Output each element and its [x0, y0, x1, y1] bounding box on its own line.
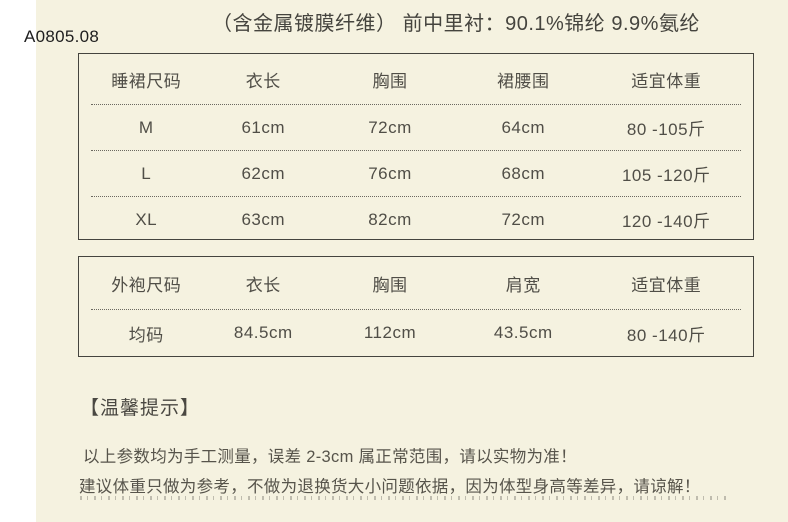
length-value: 63cm [241, 209, 286, 229]
length-value: 62cm [241, 163, 286, 183]
column-header: 衣长 [245, 71, 281, 91]
product-code: A0805.08 [24, 27, 100, 46]
tip-line: 建议体重只做为参考，不做为退换货大小问题依据，因为体型身高等差异，请谅解！ [79, 478, 701, 496]
bust-value: 72cm [368, 117, 412, 137]
column-header: 衣长 [245, 275, 281, 295]
length-value: 61cm [241, 117, 286, 137]
tips-heading: 【温馨提示】 [80, 398, 201, 419]
waist-value: 72cm [501, 209, 546, 229]
size-label: M [138, 117, 154, 137]
sleep-dress-size-table: 睡裙尺码 衣长 胸围 裙腰围 适宜体重 M 61cm 72cm 64cm 80 … [78, 53, 754, 240]
table-row-size-xl: XL 63cm 82cm 72cm 120 -140斤 [91, 197, 741, 242]
left-margin-strip [0, 0, 36, 522]
column-header: 睡裙尺码 [111, 71, 182, 91]
robe-size-table: 外袍尺码 衣长 胸围 肩宽 适宜体重 均码 84.5cm 112cm 43.5c… [78, 256, 754, 357]
waist-value: 64cm [501, 117, 546, 137]
weight-range: 80 -105斤 [626, 120, 706, 139]
column-header: 外袍尺码 [111, 275, 182, 295]
table-row-size-m: M 61cm 72cm 64cm 80 -105斤 [91, 105, 741, 151]
table-row-one-size: 均码 84.5cm 112cm 43.5cm 80 -140斤 [91, 310, 741, 356]
bust-value: 76cm [368, 163, 412, 183]
weight-range: 120 -140斤 [621, 212, 711, 231]
column-header: 肩宽 [505, 275, 541, 295]
length-value: 84.5cm [233, 323, 293, 342]
shoulder-value: 43.5cm [493, 323, 553, 342]
bust-value: 112cm [363, 323, 417, 342]
column-header: 胸围 [372, 71, 408, 91]
column-header: 裙腰围 [497, 71, 550, 91]
cropped-text-line [80, 496, 728, 500]
fabric-composition-title: （含金属镀膜纤维） 前中里衬：90.1%锦纶 9.9%氨纶 [212, 13, 700, 35]
weight-range: 80 -140斤 [626, 325, 706, 345]
tip-line: 以上参数均为手工测量，误差 2-3cm 属正常范围，请以实物为准！ [83, 448, 577, 466]
table-header-row: 睡裙尺码 衣长 胸围 裙腰围 适宜体重 [91, 54, 741, 105]
waist-value: 68cm [501, 163, 546, 183]
column-header: 适宜体重 [631, 71, 702, 91]
table-header-row: 外袍尺码 衣长 胸围 肩宽 适宜体重 [91, 257, 741, 310]
column-header: 适宜体重 [631, 275, 702, 295]
size-label: 均码 [128, 325, 164, 345]
size-label: XL [135, 209, 158, 229]
column-header: 胸围 [372, 275, 408, 295]
weight-range: 105 -120斤 [621, 166, 711, 185]
size-label: L [141, 163, 152, 183]
bust-value: 82cm [368, 209, 412, 229]
table-row-size-l: L 62cm 76cm 68cm 105 -120斤 [91, 151, 741, 197]
